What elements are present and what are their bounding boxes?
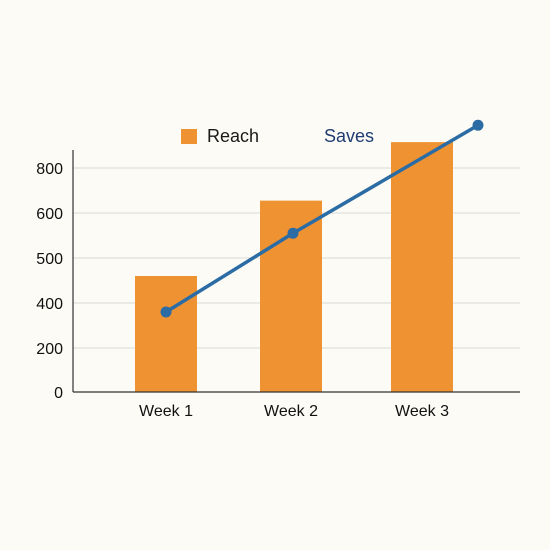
y-tick-label: 500 [36,251,63,268]
x-tick-label: Week 3 [395,403,449,420]
x-tick-label: Week 2 [264,403,318,420]
y-tick-label: 0 [54,385,63,402]
legend-label-saves: Saves [324,126,374,146]
y-tick-label: 200 [36,341,63,358]
y-tick-label: 600 [36,206,63,223]
x-tick-labels: Week 1 Week 2 Week 3 [139,403,449,420]
x-tick-label: Week 1 [139,403,193,420]
bar-series [135,142,453,392]
legend-swatch-reach [181,129,197,144]
point-saves-3 [472,119,484,131]
axes [72,150,520,393]
legend-label-reach: Reach [207,126,259,146]
bar-reach-3 [391,142,453,392]
y-tick-labels: 0 200 400 500 600 800 [36,161,63,402]
y-tick-label: 800 [36,161,63,178]
point-saves-1 [160,306,172,318]
line-series [160,119,484,318]
point-saves-2 [287,227,299,239]
legend: Reach Saves [181,126,374,146]
bar-reach-1 [135,276,197,392]
y-tick-label: 400 [36,296,63,313]
